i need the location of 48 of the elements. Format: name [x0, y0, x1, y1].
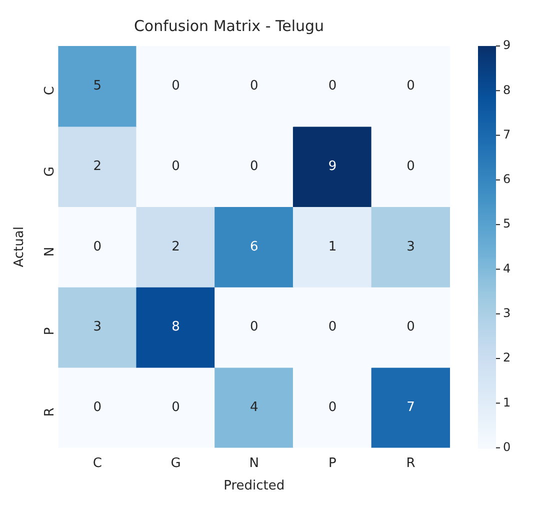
color-bar-label: 5 — [503, 216, 511, 231]
color-bar-label: 4 — [503, 261, 511, 276]
data-label: 0 — [328, 320, 337, 335]
data-label: 8 — [172, 320, 180, 335]
data-label: 0 — [172, 158, 180, 174]
y-tick-label: G — [42, 166, 58, 177]
color-bar-label: 7 — [503, 127, 511, 142]
data-label: 0 — [406, 320, 415, 335]
color-bar-label: 2 — [503, 350, 511, 365]
x-tick-label: G — [170, 456, 181, 471]
data-label: 0 — [406, 78, 415, 94]
data-label: 1 — [328, 239, 337, 254]
data-label: 3 — [406, 239, 415, 254]
data-label: 0 — [172, 400, 180, 415]
color-bar-label: 1 — [503, 395, 511, 410]
x-tick-label: N — [249, 456, 259, 471]
data-label: 3 — [93, 320, 102, 335]
color-bar-label: 9 — [503, 38, 511, 52]
data-label: 0 — [250, 78, 258, 94]
data-label: 0 — [250, 158, 258, 174]
x-axis-title: Predicted — [224, 478, 285, 494]
x-tick-label: P — [328, 456, 337, 471]
data-label: 9 — [328, 158, 337, 174]
y-axis-title: Actual — [12, 226, 28, 268]
data-label: 0 — [406, 158, 415, 174]
y-tick-label: P — [42, 327, 58, 336]
x-tick-label: C — [92, 456, 102, 471]
color-bar-label: 8 — [503, 82, 511, 97]
data-label: 2 — [172, 239, 180, 254]
data-label: 6 — [250, 239, 258, 254]
y-tick-label: N — [42, 246, 58, 257]
data-label: 0 — [93, 400, 102, 415]
data-label: 5 — [93, 78, 102, 94]
data-label: 0 — [172, 78, 180, 94]
data-label: 4 — [250, 400, 258, 415]
data-label: 0 — [328, 400, 337, 415]
color-bar-label: 6 — [503, 172, 511, 186]
chart-title: Confusion Matrix - Telugu — [134, 16, 324, 35]
y-tick-label: R — [42, 408, 58, 417]
data-label: 0 — [93, 239, 102, 254]
data-label: 0 — [250, 320, 258, 335]
data-label: 0 — [328, 78, 337, 94]
color-bar-label: 0 — [503, 440, 511, 454]
data-label: 2 — [93, 158, 102, 174]
y-tick-label: C — [42, 86, 58, 96]
color-bar-label: 3 — [503, 306, 511, 320]
data-label: 7 — [406, 400, 415, 415]
x-tick-label: R — [406, 456, 416, 471]
